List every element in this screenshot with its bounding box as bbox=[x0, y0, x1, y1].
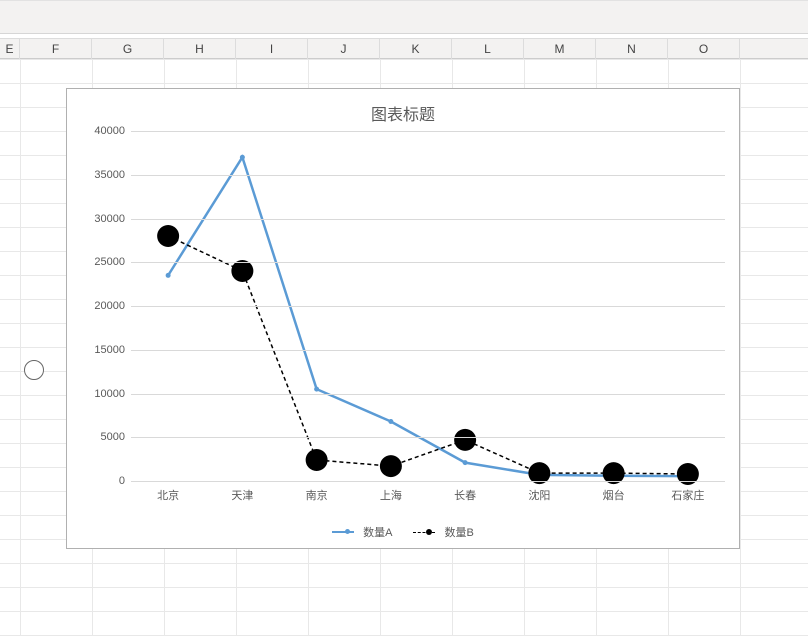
legend-item-数量B[interactable]: 数量B bbox=[413, 524, 474, 540]
series-marker-数量B[interactable] bbox=[157, 225, 179, 247]
ytick-label: 40000 bbox=[94, 125, 125, 137]
legend-item-数量A[interactable]: 数量A bbox=[332, 524, 392, 540]
legend-swatch-icon bbox=[332, 531, 354, 533]
worksheet-grid[interactable]: EFGHIJKLMNO 图表标题 05000100001500020000250… bbox=[0, 39, 808, 615]
column-header-F[interactable]: F bbox=[20, 39, 92, 59]
column-header-J[interactable]: J bbox=[308, 39, 380, 59]
ytick-label: 10000 bbox=[94, 388, 125, 400]
column-header-O[interactable]: O bbox=[668, 39, 740, 59]
column-header-M[interactable]: M bbox=[524, 39, 596, 59]
xtick-label: 北京 bbox=[157, 487, 179, 503]
series-marker-数量A[interactable] bbox=[166, 273, 171, 278]
ytick-label: 25000 bbox=[94, 256, 125, 268]
column-header-H[interactable]: H bbox=[164, 39, 236, 59]
ytick-label: 20000 bbox=[94, 300, 125, 312]
xtick-label: 南京 bbox=[306, 487, 328, 503]
ytick-label: 35000 bbox=[94, 169, 125, 181]
ytick-label: 5000 bbox=[101, 431, 125, 443]
xtick-label: 长春 bbox=[454, 487, 476, 503]
xtick-label: 上海 bbox=[380, 487, 402, 503]
series-line-数量A[interactable] bbox=[168, 157, 688, 476]
legend-label: 数量A bbox=[363, 524, 392, 540]
ytick-label: 30000 bbox=[94, 213, 125, 225]
series-marker-数量A[interactable] bbox=[240, 155, 245, 160]
series-marker-数量B[interactable] bbox=[380, 455, 402, 477]
xtick-label: 沈阳 bbox=[528, 487, 550, 503]
chart-legend[interactable]: 数量A 数量B bbox=[67, 524, 739, 541]
chart-title[interactable]: 图表标题 bbox=[67, 101, 739, 125]
selection-handle-icon[interactable] bbox=[24, 360, 44, 380]
column-header-L[interactable]: L bbox=[452, 39, 524, 59]
chart-object[interactable]: 图表标题 05000100001500020000250003000035000… bbox=[66, 88, 740, 549]
column-header-G[interactable]: G bbox=[92, 39, 164, 59]
column-header-K[interactable]: K bbox=[380, 39, 452, 59]
series-marker-数量B[interactable] bbox=[306, 449, 328, 471]
column-headers[interactable]: EFGHIJKLMNO bbox=[0, 39, 808, 59]
series-marker-数量B[interactable] bbox=[454, 429, 476, 451]
xtick-label: 天津 bbox=[231, 487, 253, 503]
ribbon-area bbox=[0, 0, 808, 34]
ytick-label: 0 bbox=[119, 475, 125, 487]
series-marker-数量A[interactable] bbox=[463, 460, 468, 465]
plot-area[interactable]: 0500010000150002000025000300003500040000… bbox=[131, 131, 725, 481]
column-header-N[interactable]: N bbox=[596, 39, 668, 59]
series-marker-数量A[interactable] bbox=[314, 387, 319, 392]
ytick-label: 15000 bbox=[94, 344, 125, 356]
series-marker-数量A[interactable] bbox=[388, 419, 393, 424]
legend-label: 数量B bbox=[445, 524, 474, 540]
xtick-label: 石家庄 bbox=[671, 487, 704, 503]
series-marker-数量B[interactable] bbox=[231, 260, 253, 282]
column-header-E[interactable]: E bbox=[0, 39, 20, 59]
column-header-I[interactable]: I bbox=[236, 39, 308, 59]
xtick-label: 烟台 bbox=[603, 487, 625, 503]
